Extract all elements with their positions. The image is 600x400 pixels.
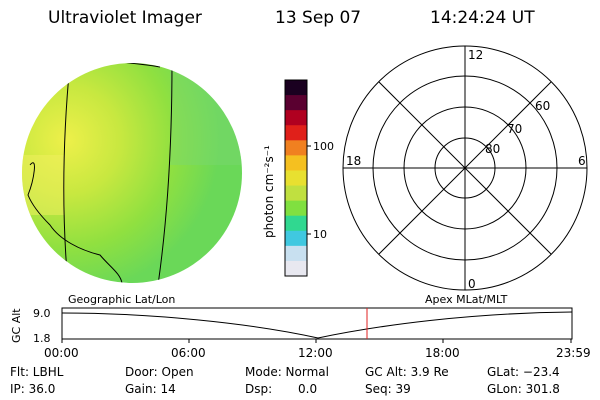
app-title: Ultraviolet Imager: [48, 8, 202, 28]
colorbar-band: [285, 245, 307, 262]
x-tick-1800: 18:00: [425, 346, 460, 360]
altitude-curve: [61, 311, 573, 339]
x-tick-0000: 00:00: [44, 346, 79, 360]
info-gain: Gain: 14: [125, 382, 176, 396]
polar-grid: 80 70 60 12 0 18 6: [342, 45, 588, 291]
info-dsp-label: Dsp:: [245, 382, 273, 396]
x-tick-0600: 06:00: [171, 346, 206, 360]
altitude-y-axis-label: GC Alt: [10, 308, 23, 343]
colorbar-unit-label: photon cm⁻²s⁻¹: [262, 145, 276, 238]
colorbar: 100 10 photon cm⁻²s⁻¹: [262, 79, 334, 277]
colorbar-tick-100: 100: [313, 140, 334, 153]
colorbar-band: [285, 185, 307, 202]
altitude-y-bottom-tick: 1.8: [33, 332, 51, 345]
altitude-y-top-tick: 9.0: [33, 307, 51, 320]
info-door: Door: Open: [125, 365, 194, 379]
time-label: 14:24:24 UT: [430, 8, 535, 28]
colorbar-band: [285, 230, 307, 247]
info-seq: Seq: 39: [365, 382, 411, 396]
colorbar-band: [285, 260, 307, 277]
mlt-label-0: 0: [468, 277, 476, 291]
altitude-panel: Geographic Lat/Lon Apex MLat/MLT GC Alt …: [10, 295, 591, 360]
x-tick-1200: 12:00: [298, 346, 333, 360]
colorbar-band: [285, 95, 307, 111]
colorbar-tick-10: 10: [313, 228, 327, 241]
date-label: 13 Sep 07: [275, 8, 362, 28]
mlt-label-6: 6: [578, 154, 586, 168]
altitude-plot-frame: [61, 307, 573, 340]
mlt-label-18: 18: [346, 154, 361, 168]
colorbar-band: [285, 200, 307, 217]
colorbar-band: [285, 155, 307, 171]
colorbar-band: [285, 125, 307, 141]
altitude-left-label: Geographic Lat/Lon: [68, 295, 175, 306]
info-gc-alt: GC Alt: 3.9 Re: [365, 365, 449, 379]
lat-label-80: 80: [485, 142, 500, 156]
info-flt: Flt: LBHL: [10, 365, 64, 379]
mlt-label-12: 12: [468, 48, 483, 62]
info-mode: Mode: Normal: [245, 365, 329, 379]
uv-globe-image: [22, 63, 242, 283]
info-dsp-value: 0.0: [298, 382, 318, 396]
colorbar-band: [285, 170, 307, 187]
info-glon: GLon: 301.8: [487, 382, 560, 396]
colorbar-band: [285, 110, 307, 126]
lat-label-60: 60: [535, 99, 550, 113]
x-tick-2359: 23:59: [556, 346, 591, 360]
lat-label-70: 70: [507, 122, 522, 136]
altitude-right-label: Apex MLat/MLT: [425, 295, 508, 306]
colorbar-band: [285, 215, 307, 232]
colorbar-band: [285, 140, 307, 156]
info-glat: GLat: −23.4: [487, 365, 560, 379]
colorbar-band: [285, 80, 307, 96]
info-ip: IP: 36.0: [10, 382, 56, 396]
